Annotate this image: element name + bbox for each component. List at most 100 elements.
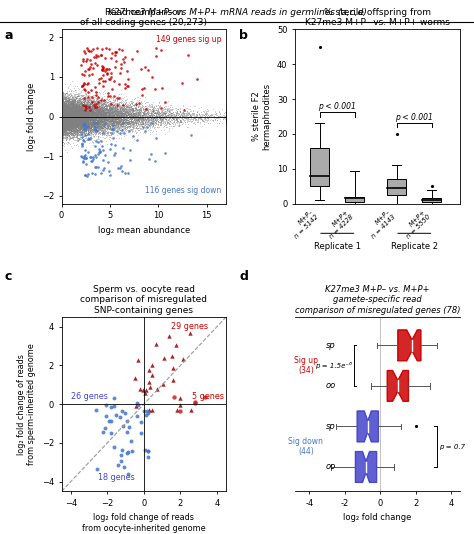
Point [85,105,93,114]
Point [93,103,101,111]
Point [62,125,69,134]
Point [91,114,99,122]
Point [100,123,108,131]
Point [109,114,117,123]
Point [222,114,230,122]
Point [147,115,155,124]
Point [118,64,125,73]
Point [64,119,72,128]
Point [69,110,76,119]
Point [93,109,101,117]
Point [87,119,94,127]
Point [75,103,83,111]
Point [95,118,103,127]
Point [60,101,68,109]
Point [91,117,98,125]
Point [60,108,67,116]
Point [73,119,81,127]
Point [72,116,80,124]
Point [99,117,106,125]
Point [64,117,71,126]
Point [77,110,84,119]
Point [105,417,112,426]
Point [64,98,72,107]
Point [76,120,84,128]
Point [59,102,66,111]
Point [63,101,70,109]
Point [89,110,97,119]
Point [110,127,118,136]
Point [155,104,163,112]
Point [140,114,147,123]
Point [77,114,85,122]
Point [61,116,68,124]
Point [69,113,77,121]
Point [117,121,124,129]
Point [222,114,230,123]
Point [71,115,78,123]
Point [61,122,68,130]
Point [59,99,66,108]
Point [126,122,133,131]
Point [59,116,67,125]
Point [118,104,126,113]
Point [61,146,69,154]
Point [88,121,95,129]
Point [73,112,81,121]
Point [75,112,82,120]
Point [64,112,72,120]
Point [64,108,72,116]
Point [80,100,88,109]
Point [119,108,127,117]
Point [128,447,136,456]
Point [115,110,122,119]
Point [64,104,71,112]
Point [92,119,100,127]
Point [139,108,146,117]
Point [89,125,97,134]
Point [111,109,118,117]
Point [64,109,71,118]
Point [61,121,69,129]
Point [190,102,198,111]
Point [92,125,100,134]
Point [59,117,66,125]
Point [64,114,72,122]
Point [81,123,88,131]
Point [64,113,72,122]
Point [71,101,79,109]
Point [67,114,75,122]
Point [173,114,181,123]
Point [116,123,124,132]
Point [79,115,86,123]
Point [65,110,73,119]
Point [75,125,82,134]
Point [92,115,100,124]
Point [85,106,92,114]
Point [112,123,119,132]
Point [86,102,93,111]
Point [69,118,76,127]
Point [97,122,104,130]
Point [76,118,83,127]
Point [115,122,122,130]
Point [79,119,87,128]
Point [93,107,101,115]
Point [163,121,170,129]
Point [59,100,67,108]
Point [66,99,74,107]
Point [123,106,130,115]
Point [172,112,179,121]
Point [85,88,92,96]
Point [80,102,88,111]
Point [140,108,148,117]
Point [82,116,90,124]
Point [104,111,112,120]
Point [64,112,72,121]
Point [83,110,91,119]
Point [91,122,99,130]
Point [67,112,75,120]
Point [60,92,68,101]
Point [66,116,73,125]
Point [84,105,91,114]
